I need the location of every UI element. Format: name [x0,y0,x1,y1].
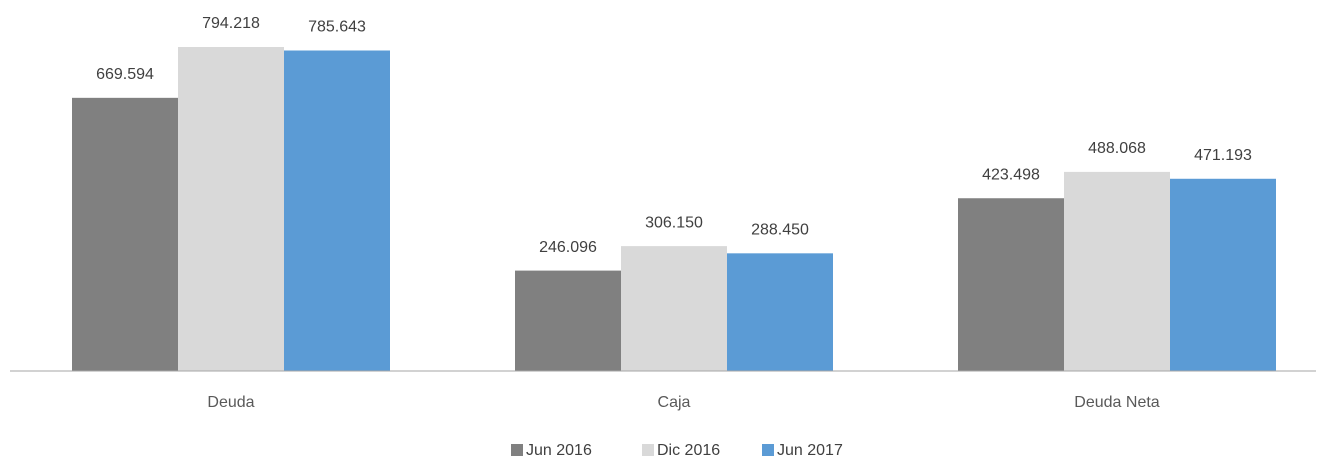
bar [284,50,390,371]
data-label: 246.096 [539,239,597,256]
legend-swatch [762,444,774,456]
bar [1064,171,1170,371]
bar [621,246,727,371]
data-label: 423.498 [982,166,1040,183]
legend-swatch [511,444,523,456]
legend-label: Jun 2016 [526,442,592,459]
data-label: 785.643 [308,19,366,36]
data-label: 488.068 [1088,140,1146,157]
legend-swatch [642,444,654,456]
data-label: 306.150 [645,214,703,231]
bar [178,47,284,371]
bar [727,253,833,371]
x-tick-label: Deuda [207,394,254,411]
x-tick-label: Deuda Neta [1074,394,1159,411]
legend-label: Dic 2016 [657,442,720,459]
bar [515,270,621,371]
bar [1170,178,1276,371]
bar [72,97,178,372]
x-tick-label: Caja [658,394,691,411]
bar [958,198,1064,371]
data-label: 669.594 [96,66,154,83]
data-label: 288.450 [751,222,809,239]
legend-label: Jun 2017 [777,442,843,459]
data-label: 794.218 [202,15,260,32]
data-label: 471.193 [1194,147,1252,164]
